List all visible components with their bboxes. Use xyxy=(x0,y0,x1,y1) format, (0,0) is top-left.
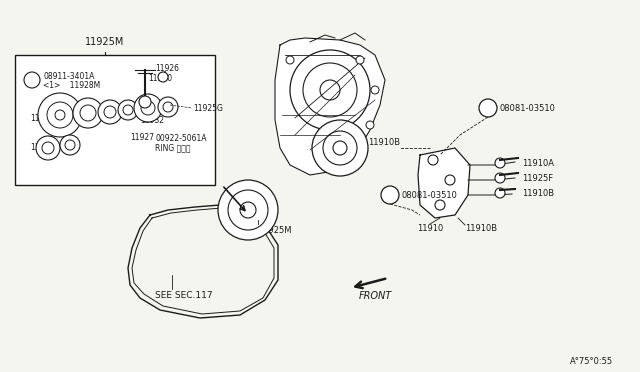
Circle shape xyxy=(218,180,278,240)
Text: 11927: 11927 xyxy=(130,132,154,141)
Circle shape xyxy=(163,102,173,112)
Text: 11910B: 11910B xyxy=(465,224,497,232)
Text: 11910B: 11910B xyxy=(368,138,400,147)
Circle shape xyxy=(495,173,505,183)
Circle shape xyxy=(24,72,40,88)
Circle shape xyxy=(303,63,357,117)
Circle shape xyxy=(38,93,82,137)
Circle shape xyxy=(55,110,65,120)
Circle shape xyxy=(290,50,370,130)
Circle shape xyxy=(495,188,505,198)
Circle shape xyxy=(158,97,178,117)
Text: 08081-03510: 08081-03510 xyxy=(402,190,458,199)
Circle shape xyxy=(158,72,168,82)
Circle shape xyxy=(65,140,75,150)
Circle shape xyxy=(435,200,445,210)
Text: B: B xyxy=(485,103,491,112)
Circle shape xyxy=(320,80,340,100)
Polygon shape xyxy=(275,38,385,175)
Polygon shape xyxy=(418,148,470,218)
Circle shape xyxy=(60,135,80,155)
Circle shape xyxy=(445,175,455,185)
Text: N: N xyxy=(25,76,31,84)
Text: 11910A: 11910A xyxy=(522,158,554,167)
Text: 08911-3401A: 08911-3401A xyxy=(43,71,94,80)
Text: SEE SEC.117: SEE SEC.117 xyxy=(155,291,212,299)
Text: 11931: 11931 xyxy=(30,113,54,122)
Text: 11925F: 11925F xyxy=(522,173,553,183)
Circle shape xyxy=(428,155,438,165)
Circle shape xyxy=(479,99,497,117)
Circle shape xyxy=(312,120,368,176)
Circle shape xyxy=(80,105,96,121)
Circle shape xyxy=(141,101,155,115)
Text: 11910: 11910 xyxy=(417,224,443,232)
Circle shape xyxy=(286,56,294,64)
Text: 11932: 11932 xyxy=(140,115,164,125)
Circle shape xyxy=(228,190,268,230)
Text: A°75°0:55: A°75°0:55 xyxy=(570,357,613,366)
Circle shape xyxy=(333,141,347,155)
Circle shape xyxy=(381,186,399,204)
Text: 11930: 11930 xyxy=(148,74,172,83)
Text: 00922-5061A: 00922-5061A xyxy=(155,134,207,142)
Text: 11925G: 11925G xyxy=(193,103,223,112)
Text: 11925M: 11925M xyxy=(258,225,291,234)
Circle shape xyxy=(366,121,374,129)
Text: 08081-03510: 08081-03510 xyxy=(500,103,556,112)
Circle shape xyxy=(47,102,73,128)
Text: 11926: 11926 xyxy=(155,64,179,73)
Text: RING リング: RING リング xyxy=(155,144,191,153)
Text: FRONT: FRONT xyxy=(358,291,392,301)
Text: 11929: 11929 xyxy=(30,142,54,151)
Circle shape xyxy=(42,142,54,154)
Circle shape xyxy=(98,100,122,124)
Circle shape xyxy=(139,96,151,108)
Circle shape xyxy=(104,106,116,118)
Bar xyxy=(15,55,215,185)
Circle shape xyxy=(323,131,357,165)
Circle shape xyxy=(356,56,364,64)
Circle shape xyxy=(495,158,505,168)
Text: B: B xyxy=(387,190,393,199)
Circle shape xyxy=(36,136,60,160)
Circle shape xyxy=(134,94,162,122)
Text: 11910B: 11910B xyxy=(522,189,554,198)
Text: 11925M: 11925M xyxy=(85,37,125,47)
Circle shape xyxy=(371,86,379,94)
Text: <1>    11928M: <1> 11928M xyxy=(43,80,100,90)
Circle shape xyxy=(118,100,138,120)
Circle shape xyxy=(73,98,103,128)
Circle shape xyxy=(123,105,133,115)
Circle shape xyxy=(240,202,256,218)
